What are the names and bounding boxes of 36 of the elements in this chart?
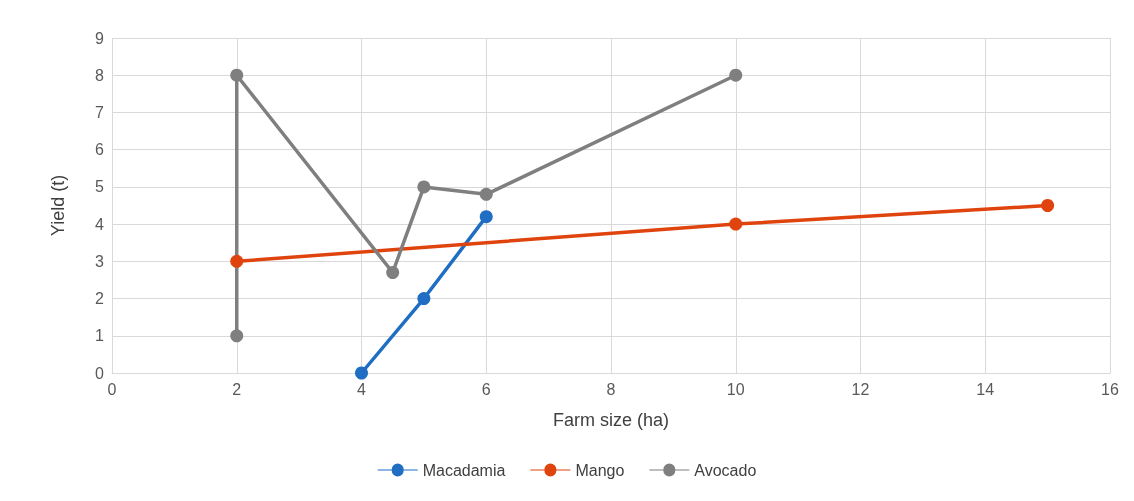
- y-tick-label: 6: [95, 141, 105, 159]
- x-tick-label: 14: [976, 380, 995, 398]
- point: [479, 210, 493, 224]
- point: [729, 68, 743, 82]
- x-tick-label: 16: [1101, 380, 1119, 398]
- y-tick-label: 2: [95, 290, 105, 308]
- legend-label: Macadamia: [422, 461, 506, 479]
- point: [386, 266, 400, 279]
- y-tick-label: 1: [95, 327, 105, 345]
- x-tick-label: 10: [726, 380, 745, 398]
- point: [230, 329, 244, 343]
- y-tick-label: 4: [95, 215, 105, 233]
- point: [417, 292, 431, 306]
- x-tick-label: 2: [232, 380, 242, 398]
- point: [355, 366, 368, 380]
- y-tick-label: 9: [95, 29, 105, 47]
- point: [729, 217, 743, 231]
- point: [417, 180, 431, 194]
- x-axis-title: Farm size (ha): [552, 410, 670, 430]
- x-tick-label: 4: [357, 380, 367, 398]
- y-tick-label: 7: [95, 103, 105, 121]
- x-tick-label: 8: [606, 380, 616, 398]
- point: [230, 254, 244, 268]
- y-tick-label: 5: [95, 178, 105, 196]
- y-tick-label: 3: [95, 252, 105, 270]
- legend-label: Mango: [575, 461, 625, 479]
- y-axis-title: Yield (t): [48, 174, 68, 237]
- point: [230, 68, 244, 82]
- x-tick-label: 12: [851, 380, 870, 398]
- x-tick-label: 6: [481, 380, 491, 398]
- y-tick-label: 0: [95, 364, 105, 382]
- point: [1041, 199, 1055, 212]
- point: [479, 187, 493, 201]
- legend-label: Avocado: [694, 461, 757, 479]
- x-tick-label: 0: [107, 380, 117, 398]
- y-tick-label: 8: [95, 66, 105, 84]
